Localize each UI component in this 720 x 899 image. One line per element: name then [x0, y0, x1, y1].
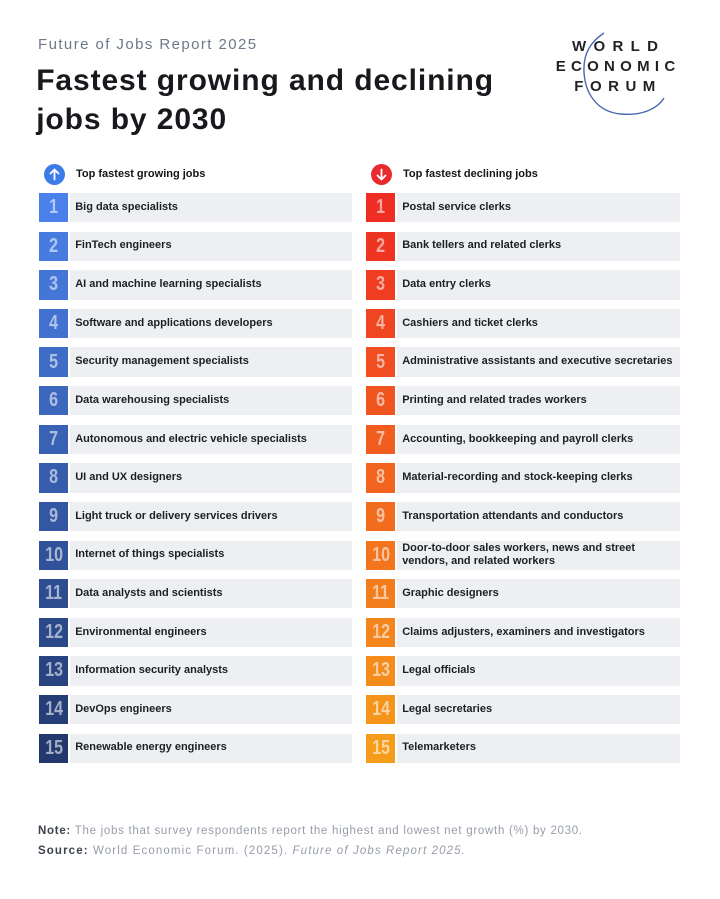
svg-text:WORLD: WORLD	[572, 38, 658, 55]
svg-text:FORUM: FORUM	[574, 78, 655, 95]
svg-text:ECONOMIC: ECONOMIC	[556, 58, 676, 75]
